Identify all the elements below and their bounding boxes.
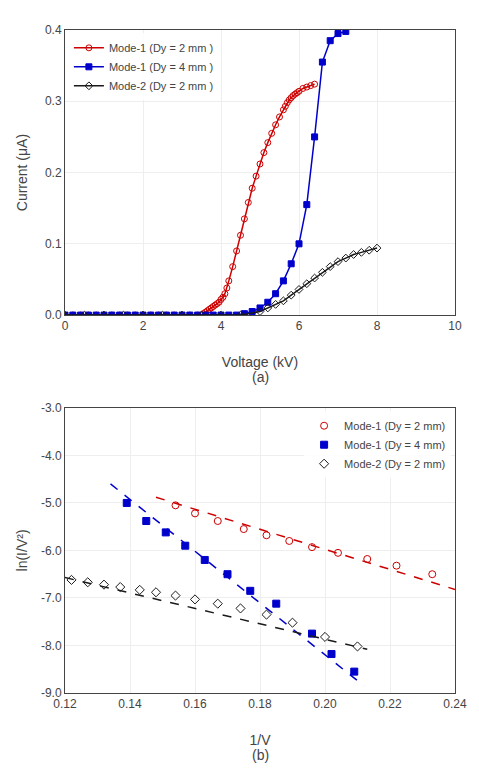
svg-text:(b): (b) [252,747,269,763]
svg-text:Mode-1 (Dy = 4 mm ): Mode-1 (Dy = 4 mm ) [109,61,213,73]
svg-text:Mode-1 (Dy = 4 mm): Mode-1 (Dy = 4 mm) [344,439,445,451]
svg-text:Voltage (kV): Voltage (kV) [222,354,298,370]
svg-text:ln(I/V²): ln(I/V²) [14,529,30,571]
svg-text:0.3: 0.3 [45,94,62,108]
svg-text:0.22: 0.22 [378,697,402,711]
svg-text:1/V: 1/V [249,732,271,748]
svg-text:0.20: 0.20 [313,697,337,711]
svg-text:-8.0: -8.0 [41,639,62,653]
svg-text:2: 2 [140,319,147,333]
svg-text:0.16: 0.16 [183,697,207,711]
svg-text:Mode-2 (Dy = 2 mm ): Mode-2 (Dy = 2 mm ) [109,80,213,92]
svg-text:Mode-1 (Dy = 2 mm): Mode-1 (Dy = 2 mm) [344,420,445,432]
svg-text:-7.0: -7.0 [41,591,62,605]
svg-text:8: 8 [374,319,381,333]
svg-text:-5.0: -5.0 [41,496,62,510]
svg-text:0.1: 0.1 [45,237,62,251]
svg-text:0.2: 0.2 [45,166,62,180]
svg-text:0.4: 0.4 [45,23,62,37]
svg-text:-6.0: -6.0 [41,544,62,558]
svg-text:-9.0: -9.0 [41,686,62,700]
svg-text:4: 4 [218,319,225,333]
svg-text:Current (μA): Current (μA) [14,134,30,211]
svg-text:(a): (a) [252,369,269,385]
svg-text:0: 0 [62,319,69,333]
svg-text:0.0: 0.0 [45,308,62,322]
svg-text:-3.0: -3.0 [41,401,62,415]
svg-text:10: 10 [448,319,462,333]
svg-text:Mode-1 (Dy = 2 mm ): Mode-1 (Dy = 2 mm ) [109,42,213,54]
svg-text:0.14: 0.14 [118,697,142,711]
svg-text:-4.0: -4.0 [41,449,62,463]
svg-text:6: 6 [296,319,303,333]
svg-text:Mode-2 (Dy = 2 mm): Mode-2 (Dy = 2 mm) [344,458,445,470]
svg-text:0.18: 0.18 [248,697,272,711]
svg-text:0.12: 0.12 [53,697,77,711]
svg-text:0.24: 0.24 [443,697,467,711]
